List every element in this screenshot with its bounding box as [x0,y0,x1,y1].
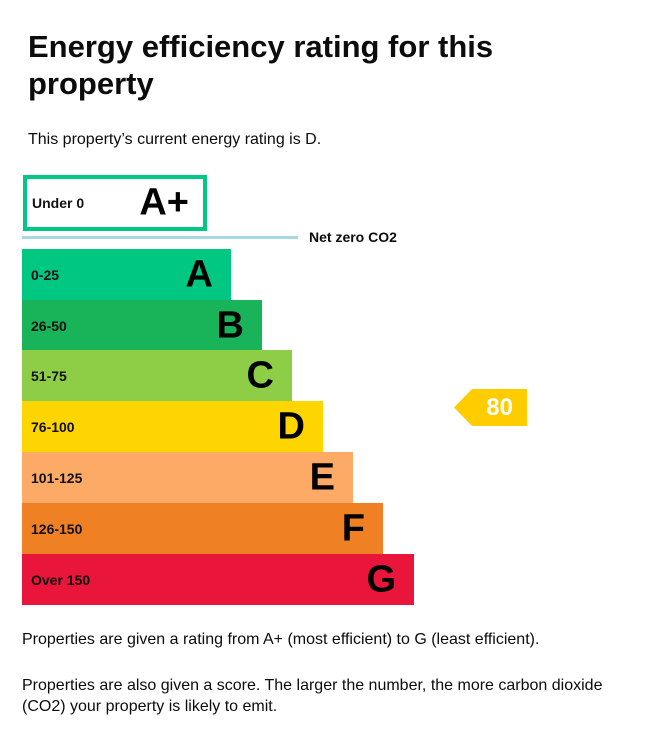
band-range: 0-25 [31,266,60,283]
band-range: Over 150 [31,571,91,588]
band-f: 126-150 F [22,503,383,554]
band-letter: D [277,405,305,447]
band-d: 76-100 D [22,401,323,452]
net-zero-label: Net zero CO2 [309,229,397,245]
band-letter: C [246,354,274,396]
band-letter: E [309,456,335,498]
band-c: 51-75 C [22,350,292,401]
note-rating-range: Properties are given a rating from A+ (m… [22,631,540,648]
band-letter: A+ [139,181,189,224]
band-e: 101-125 E [22,452,353,503]
band-range: 126-150 [31,520,83,537]
band-range: Under 0 [32,195,85,211]
band-a: 0-25 A [22,249,231,300]
band-range: 101-125 [31,469,83,486]
note-score: Properties are also given a score. The l… [22,677,603,715]
band-range: 51-75 [31,367,67,384]
band-letter: B [216,304,244,346]
band-aplus: Under 0 A+ [23,175,207,231]
band-range: 26-50 [31,317,67,334]
band-letter: F [341,507,365,549]
band-b: 26-50 B [22,300,262,351]
band-letter: G [366,558,396,600]
band-g: Over 150 G [22,554,414,605]
current-score-marker: 80 [454,389,527,426]
page-title: Energy efficiency rating for this proper… [28,29,494,101]
current-rating-text: This property’s current energy rating is… [28,131,322,148]
band-range: 76-100 [31,418,75,435]
current-score: 80 [486,393,513,421]
band-letter: A [185,253,213,295]
net-zero-line [22,236,298,239]
